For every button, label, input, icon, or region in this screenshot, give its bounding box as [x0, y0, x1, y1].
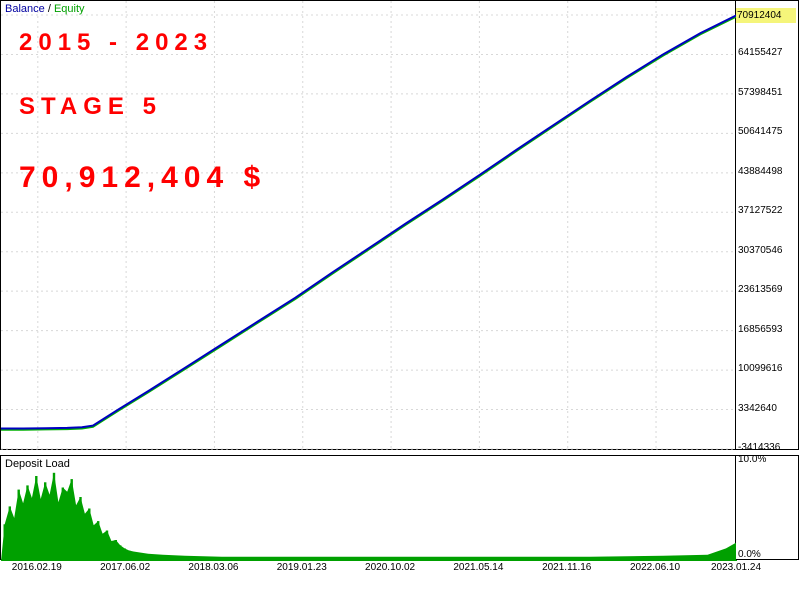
y-tick-label: 10099616	[738, 363, 783, 374]
equity-chart-container: Balance / Equity 2015 - 2023 STAGE 5 70,…	[0, 0, 799, 601]
main-chart-svg	[1, 1, 737, 451]
x-tick-label: 2018.03.06	[188, 562, 238, 573]
y-tick-label: 64155427	[738, 47, 783, 58]
main-equity-chart: Balance / Equity 2015 - 2023 STAGE 5 70,…	[0, 0, 736, 450]
chart-legend: Balance / Equity	[5, 3, 85, 15]
legend-separator: /	[48, 3, 51, 15]
x-tick-label: 2019.01.23	[277, 562, 327, 573]
deposit-y-tick: 0.0%	[738, 549, 761, 560]
overlay-years: 2015 - 2023	[19, 29, 213, 57]
y-tick-label: 50641475	[738, 126, 783, 137]
deposit-load-svg	[1, 456, 737, 561]
x-tick-label: 2016.02.19	[12, 562, 62, 573]
legend-balance-label: Balance	[5, 3, 45, 15]
legend-equity-label: Equity	[54, 3, 85, 15]
y-tick-label: 16856593	[738, 324, 783, 335]
x-tick-label: 2022.06.10	[630, 562, 680, 573]
y-tick-highlight: 70912404	[736, 8, 796, 23]
y-tick-label: 43884498	[738, 166, 783, 177]
y-tick-label: 30370546	[738, 245, 783, 256]
overlay-amount: 70,912,404 $	[19, 161, 266, 195]
main-y-axis: 70912404 64155427 57398451 50641475 43884498…	[736, 0, 799, 450]
deposit-load-label: Deposit Load	[5, 458, 70, 470]
y-tick-label: 23613569	[738, 284, 783, 295]
x-tick-label: 2017.06.02	[100, 562, 150, 573]
y-tick-label: -3414336	[738, 442, 780, 453]
deposit-y-tick: 10.0%	[738, 454, 766, 465]
x-axis: 2016.02.19 2017.06.02 2018.03.06 2019.01.23…	[0, 560, 799, 600]
y-tick-label: 57398451	[738, 87, 783, 98]
x-tick-label: 2023.01.24	[711, 562, 761, 573]
y-tick-label: 37127522	[738, 205, 783, 216]
x-tick-label: 2021.05.14	[453, 562, 503, 573]
deposit-load-chart: Deposit Load	[0, 455, 736, 560]
x-tick-label: 2021.11.16	[542, 562, 591, 573]
y-tick-label: 3342640	[738, 403, 777, 414]
overlay-stage: STAGE 5	[19, 93, 162, 121]
x-tick-label: 2020.10.02	[365, 562, 415, 573]
deposit-y-axis: 10.0% 0.0%	[736, 455, 799, 560]
